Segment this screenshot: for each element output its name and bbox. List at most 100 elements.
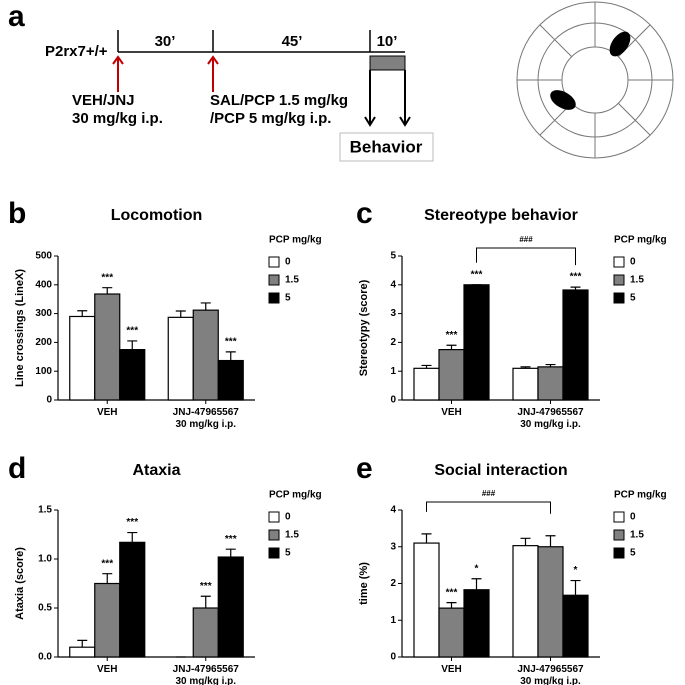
y-axis-label: Line crossings (LineX) bbox=[14, 269, 26, 387]
y-tick-label: 500 bbox=[35, 251, 52, 262]
legend-swatch bbox=[268, 292, 280, 304]
error-bar bbox=[545, 363, 556, 367]
error-bar bbox=[520, 537, 531, 546]
error-bar bbox=[175, 310, 186, 318]
significance-label: * bbox=[475, 563, 479, 574]
bar bbox=[217, 556, 244, 658]
rat bbox=[609, 31, 631, 57]
significance-label: *** bbox=[126, 326, 138, 337]
bar bbox=[438, 607, 465, 658]
legend-label: 5 bbox=[285, 293, 291, 304]
y-tick-label: 2 bbox=[390, 578, 396, 589]
panel-letter: d bbox=[8, 452, 26, 485]
bar bbox=[119, 541, 146, 658]
chart-title: Ataxia bbox=[132, 462, 180, 479]
bar bbox=[438, 349, 465, 401]
y-tick-label: 1 bbox=[390, 615, 396, 626]
bar bbox=[119, 349, 146, 401]
legend-label: 0 bbox=[630, 512, 636, 523]
interval-label: 45’ bbox=[282, 33, 303, 50]
panel-letter: a bbox=[8, 0, 25, 33]
legend-label: 1.5 bbox=[630, 530, 644, 541]
x-tick-label: JNJ-47965567 30 mg/kg i.p. bbox=[517, 664, 584, 685]
x-tick-label: VEH bbox=[96, 664, 118, 675]
legend-label: 1.5 bbox=[630, 275, 644, 286]
y-tick-label: 1.5 bbox=[38, 505, 52, 516]
error-bar bbox=[200, 302, 211, 311]
bar bbox=[463, 589, 490, 658]
behavior-box bbox=[339, 132, 434, 162]
significance-label: *** bbox=[126, 517, 138, 528]
chart-title: Stereotype behavior bbox=[424, 207, 578, 224]
bar bbox=[94, 293, 121, 401]
bar bbox=[562, 289, 589, 401]
strain-label: P2rx7+/+ bbox=[45, 43, 108, 60]
bar bbox=[413, 367, 440, 401]
x-tick-label: VEH bbox=[96, 407, 118, 418]
chart-title: Social interaction bbox=[434, 462, 567, 479]
legend-swatch bbox=[613, 274, 625, 286]
legend-swatch bbox=[268, 529, 280, 541]
error-bar bbox=[127, 340, 138, 350]
error-bar bbox=[520, 366, 531, 369]
error-bar bbox=[200, 595, 211, 608]
y-tick-label: 5 bbox=[390, 251, 396, 262]
error-bar bbox=[225, 548, 236, 558]
legend-swatch bbox=[268, 511, 280, 523]
legend-label: 1.5 bbox=[285, 275, 299, 286]
legend-label: 0 bbox=[630, 257, 636, 268]
y-tick-label: 400 bbox=[35, 279, 52, 290]
bar bbox=[217, 359, 244, 401]
y-tick-label: 0.5 bbox=[38, 603, 52, 614]
x-tick-label: JNJ-47965567 30 mg/kg i.p. bbox=[172, 664, 239, 685]
y-tick-label: 3 bbox=[390, 308, 396, 319]
legend-swatch bbox=[268, 547, 280, 559]
error-bar bbox=[570, 286, 581, 290]
injection-arrows bbox=[112, 55, 219, 92]
bar bbox=[463, 284, 490, 401]
error-bar bbox=[421, 364, 432, 369]
bar bbox=[192, 607, 219, 658]
bar bbox=[167, 316, 194, 401]
bar bbox=[192, 309, 219, 401]
interval-label: 10’ bbox=[377, 33, 398, 50]
bar bbox=[537, 366, 564, 401]
error-bar bbox=[545, 535, 556, 547]
legend-title: PCP mg/kg bbox=[269, 235, 322, 246]
bar bbox=[537, 546, 564, 658]
bar bbox=[69, 646, 96, 658]
legend-label: 5 bbox=[285, 548, 291, 559]
error-bar bbox=[102, 573, 113, 584]
significance-label: *** bbox=[471, 269, 483, 280]
bar bbox=[512, 367, 539, 401]
legend-swatch bbox=[613, 256, 625, 268]
legend-swatch bbox=[613, 547, 625, 559]
legend-label: 5 bbox=[630, 293, 636, 304]
y-axis-label: Stereotypy (score) bbox=[358, 279, 370, 376]
y-tick-label: 100 bbox=[35, 366, 52, 377]
y-tick-label: 2 bbox=[390, 337, 396, 348]
significance-label: *** bbox=[225, 337, 237, 348]
legend-label: 0 bbox=[285, 512, 291, 523]
error-bar bbox=[102, 287, 113, 295]
rat bbox=[550, 90, 576, 110]
error-bar bbox=[570, 579, 581, 596]
interval-label: 30’ bbox=[155, 33, 176, 50]
panel-letter: e bbox=[356, 452, 373, 485]
bar bbox=[562, 594, 589, 658]
significance-label: *** bbox=[446, 587, 458, 598]
significance-label: *** bbox=[200, 581, 212, 592]
y-tick-label: 4 bbox=[390, 279, 396, 290]
behavior-label: Behavior bbox=[350, 137, 423, 156]
y-tick-label: 0.0 bbox=[38, 652, 52, 663]
legend-swatch bbox=[613, 529, 625, 541]
error-bar bbox=[446, 602, 457, 609]
panel-letter: b bbox=[8, 197, 26, 230]
x-tick-label: VEH bbox=[441, 664, 462, 675]
y-tick-label: 0 bbox=[46, 395, 52, 406]
significance-label: *** bbox=[101, 558, 113, 569]
legend-label: 0 bbox=[285, 257, 291, 268]
behavior-window bbox=[369, 55, 406, 71]
